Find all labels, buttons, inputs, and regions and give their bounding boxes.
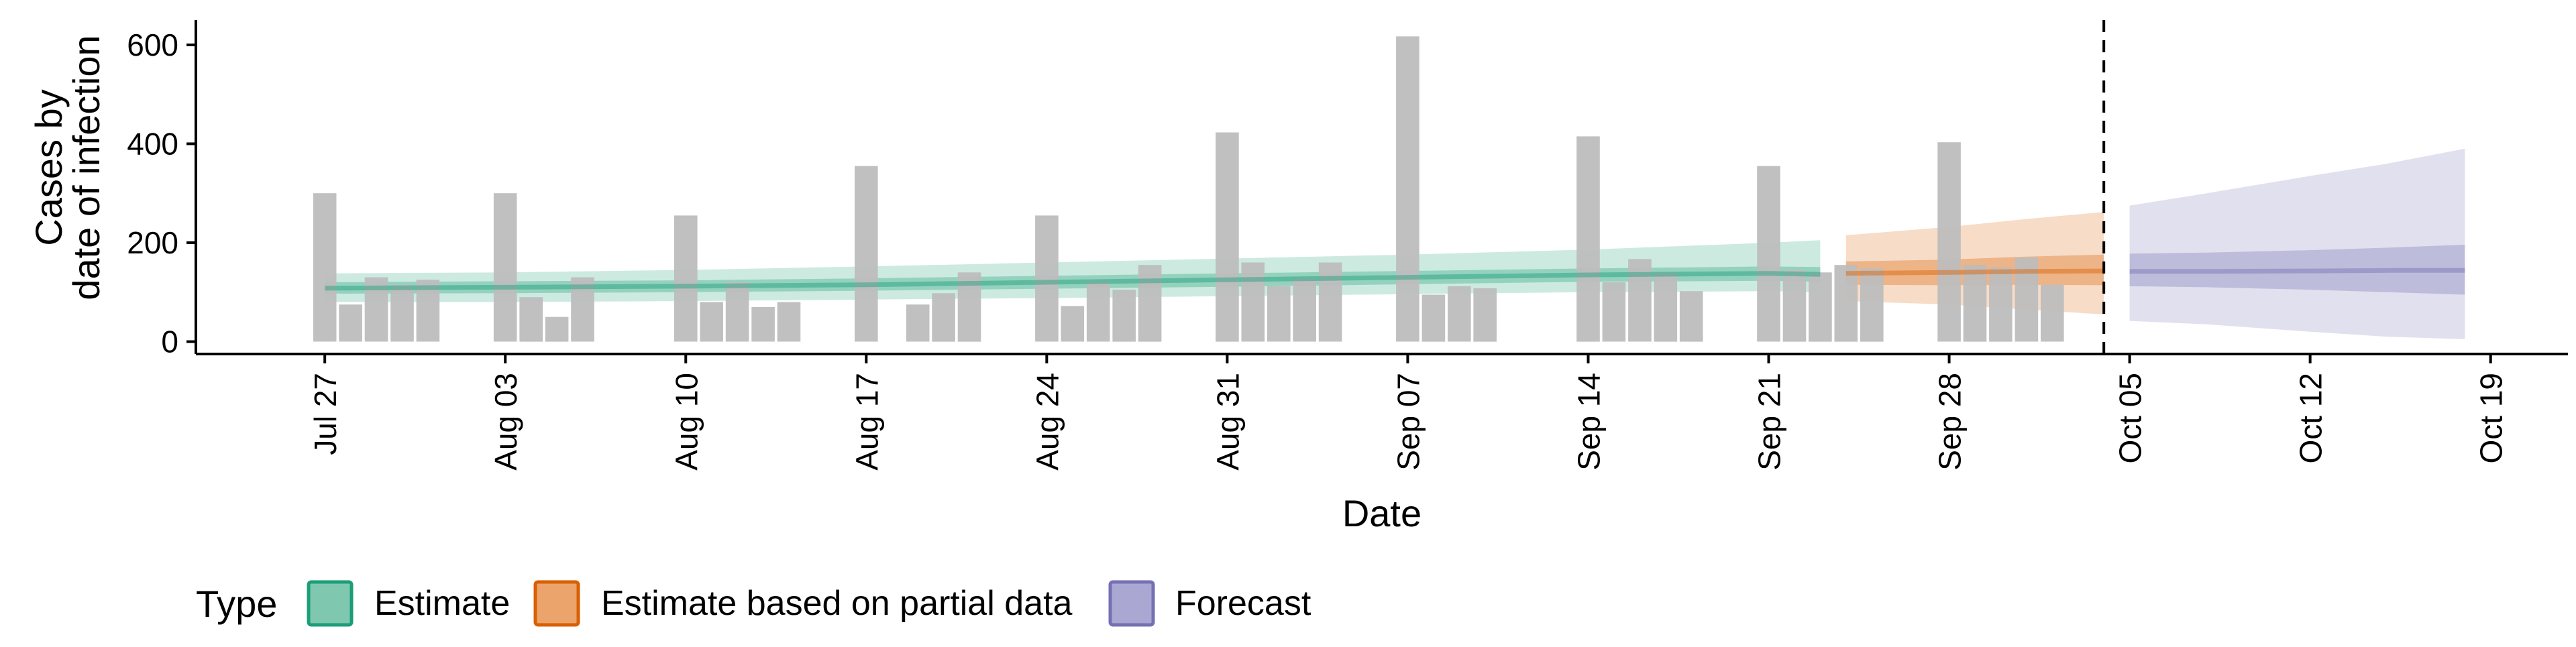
x-tick-label: Sep 14 [1572, 373, 1607, 471]
case-bar [855, 166, 878, 342]
legend-label-estimate: Estimate [374, 584, 510, 623]
legend-label-partial: Estimate based on partial data [601, 584, 1073, 623]
y-axis-title-line1: Cases by [28, 89, 70, 245]
case-bar [751, 306, 775, 342]
x-tick-label: Aug 03 [488, 373, 523, 471]
median-lines [325, 268, 2465, 291]
case-bar [1937, 142, 1961, 342]
estimate-inner-band [325, 266, 1821, 294]
legend-label-forecast: Forecast [1175, 584, 1311, 623]
case-bar [1473, 288, 1497, 342]
case-bar [777, 302, 801, 342]
y-tick-label: 0 [161, 325, 178, 359]
legend-key-partial [533, 580, 580, 627]
estimate-outer-band [325, 240, 1821, 302]
x-tick-label: Oct 05 [2113, 373, 2148, 464]
case-bar [1576, 136, 1600, 342]
legend: Type Estimate Estimate based on partial … [196, 580, 1311, 627]
x-tick-label: Oct 12 [2294, 373, 2328, 464]
case-bar [1138, 265, 1162, 342]
case-bars [313, 36, 2064, 342]
y-tick-label: 400 [127, 126, 178, 161]
case-bar [364, 277, 388, 342]
case-bar [1782, 270, 1807, 342]
legend-key-estimate [307, 580, 354, 627]
y-ticks: 0 200 400 600 [127, 27, 196, 359]
case-bar [1112, 290, 1136, 342]
case-bar [1318, 262, 1342, 342]
case-bar [1421, 294, 1446, 342]
x-tick-label: Sep 21 [1752, 373, 1787, 471]
case-bar [416, 280, 440, 342]
case-bar [1989, 267, 2012, 342]
case-bar [1267, 286, 1291, 342]
case-bar [1628, 259, 1652, 342]
case-bar [725, 282, 749, 342]
case-bar [674, 215, 698, 342]
x-axis-title: Date [1342, 492, 1421, 534]
case-bar [1035, 215, 1059, 342]
case-bar [493, 193, 517, 342]
case-bar [1654, 272, 1678, 342]
x-tick-label: Aug 31 [1210, 373, 1245, 471]
case-bar [1602, 282, 1626, 342]
legend-title: Type [196, 583, 277, 625]
case-bar [390, 284, 414, 342]
case-bar [571, 277, 594, 342]
axes [195, 20, 2568, 355]
estimate-median-line [325, 271, 1821, 291]
case-bar [1061, 306, 1085, 342]
estimate-based-on-partial-data-outer-band [1845, 212, 2104, 314]
forecast-median-line [2129, 268, 2465, 274]
case-bar [519, 297, 543, 342]
case-bar [2015, 257, 2039, 342]
case-bar [1241, 262, 1265, 342]
x-tick-label: Aug 17 [849, 373, 884, 471]
x-tick-label: Aug 10 [669, 373, 704, 471]
case-bar [700, 302, 723, 342]
case-bar [957, 272, 981, 342]
y-tick-label: 600 [127, 27, 178, 62]
case-bar [1963, 265, 1987, 342]
y-axis-title-line2: date of infection [65, 35, 107, 300]
case-bar [1293, 278, 1316, 342]
x-tick-label: Aug 24 [1030, 373, 1065, 471]
case-bar [932, 293, 955, 342]
case-bar [339, 304, 362, 342]
case-bar [906, 304, 930, 342]
x-tick-label: Sep 28 [1933, 373, 1968, 471]
x-tick-label: Sep 07 [1391, 373, 1426, 471]
x-tick-label: Oct 19 [2474, 373, 2509, 464]
case-bar [2041, 284, 2064, 342]
case-bar [545, 316, 569, 342]
case-bar [1809, 272, 1832, 342]
case-bar [1086, 281, 1110, 342]
case-bar [1396, 36, 1419, 342]
legend-key-forecast [1108, 580, 1155, 627]
case-bar [313, 193, 337, 342]
case-bar [1448, 286, 1471, 342]
case-bar [1757, 166, 1780, 342]
y-tick-label: 200 [127, 225, 178, 260]
forecast-outer-band [2129, 148, 2465, 339]
case-bar [1860, 268, 1884, 342]
x-ticks: Jul 27 Aug 03 Aug 10 Aug 17 Aug 24 Aug 31 Sep … [308, 354, 2509, 471]
case-bar [1679, 291, 1703, 342]
forecast-inner-band [2129, 245, 2465, 295]
x-tick-label: Jul 27 [308, 373, 343, 455]
case-bar [1216, 132, 1239, 342]
estimate-based-on-partial-data-median-line [1845, 268, 2104, 276]
case-bar [1834, 265, 1858, 342]
interval-bands [325, 148, 2465, 339]
